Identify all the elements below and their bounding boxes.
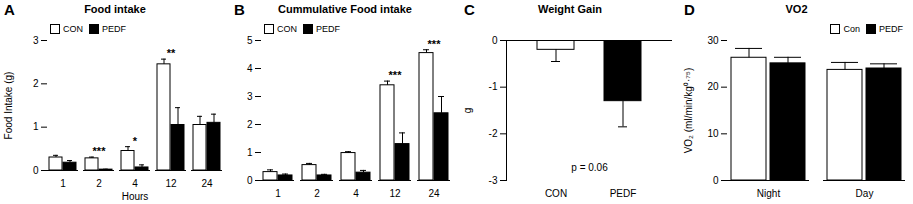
html-text:PEDF: PEDF	[879, 24, 903, 34]
svg-text:4: 4	[247, 63, 253, 74]
html-text:Cummulative Food intake: Cummulative Food intake	[278, 3, 412, 15]
svg-text:12: 12	[389, 188, 401, 199]
svg-text:24: 24	[428, 188, 440, 199]
svg-text:**: **	[167, 47, 176, 59]
svg-text:0: 0	[492, 35, 498, 46]
svg-text:10: 10	[707, 128, 719, 139]
svg-text:3: 3	[33, 35, 39, 46]
html-text:Weight Gain: Weight Gain	[538, 3, 602, 15]
svg-text:Night: Night	[757, 188, 781, 199]
html-text:CON: CON	[277, 24, 297, 34]
svg-text:24: 24	[201, 178, 213, 189]
html-text:Con: Con	[843, 24, 860, 34]
svg-text:VO₂ (ml/min/kg⁰·⁷⁵): VO₂ (ml/min/kg⁰·⁷⁵)	[683, 68, 694, 154]
svg-text:-2: -2	[489, 128, 498, 139]
html-text:Food intake: Food intake	[84, 3, 146, 15]
svg-text:g: g	[462, 108, 473, 114]
svg-text:CON: CON	[545, 188, 567, 199]
html-text:PEDF: PEDF	[102, 24, 126, 34]
svg-text:4: 4	[353, 188, 359, 199]
svg-text:***: ***	[389, 69, 403, 81]
svg-text:5: 5	[247, 35, 253, 46]
svg-text:Hours: Hours	[122, 191, 149, 202]
svg-text:1: 1	[60, 178, 66, 189]
html-text:VO2: VO2	[785, 3, 808, 15]
html-text:D: D	[684, 1, 695, 18]
html-text:CON: CON	[63, 24, 83, 34]
svg-text:Food Intake (g): Food Intake (g)	[3, 72, 14, 140]
svg-text:2: 2	[247, 119, 253, 130]
html-text:C: C	[464, 1, 475, 18]
svg-text:4: 4	[132, 178, 138, 189]
svg-text:PEDF: PEDF	[610, 188, 637, 199]
svg-text:0: 0	[247, 175, 253, 186]
svg-text:1: 1	[247, 147, 253, 158]
svg-text:*: *	[133, 135, 138, 147]
svg-text:20: 20	[707, 81, 719, 92]
svg-text:p = 0.06: p = 0.06	[571, 162, 608, 173]
svg-text:1: 1	[33, 121, 39, 132]
html-text:B: B	[234, 1, 245, 18]
svg-text:2: 2	[314, 188, 320, 199]
svg-text:-3: -3	[489, 175, 498, 186]
svg-text:0: 0	[33, 165, 39, 176]
svg-text:Day: Day	[856, 188, 874, 199]
svg-text:0: 0	[713, 175, 719, 186]
svg-text:3: 3	[247, 91, 253, 102]
svg-text:-1: -1	[489, 81, 498, 92]
svg-text:2: 2	[33, 78, 39, 89]
html-text:PEDF: PEDF	[316, 24, 340, 34]
svg-text:***: ***	[428, 38, 442, 50]
svg-text:30: 30	[707, 35, 719, 46]
html-text:A: A	[4, 1, 15, 18]
svg-text:2: 2	[96, 178, 102, 189]
svg-text:***: ***	[93, 145, 107, 157]
svg-text:1: 1	[275, 188, 281, 199]
svg-text:12: 12	[165, 178, 177, 189]
